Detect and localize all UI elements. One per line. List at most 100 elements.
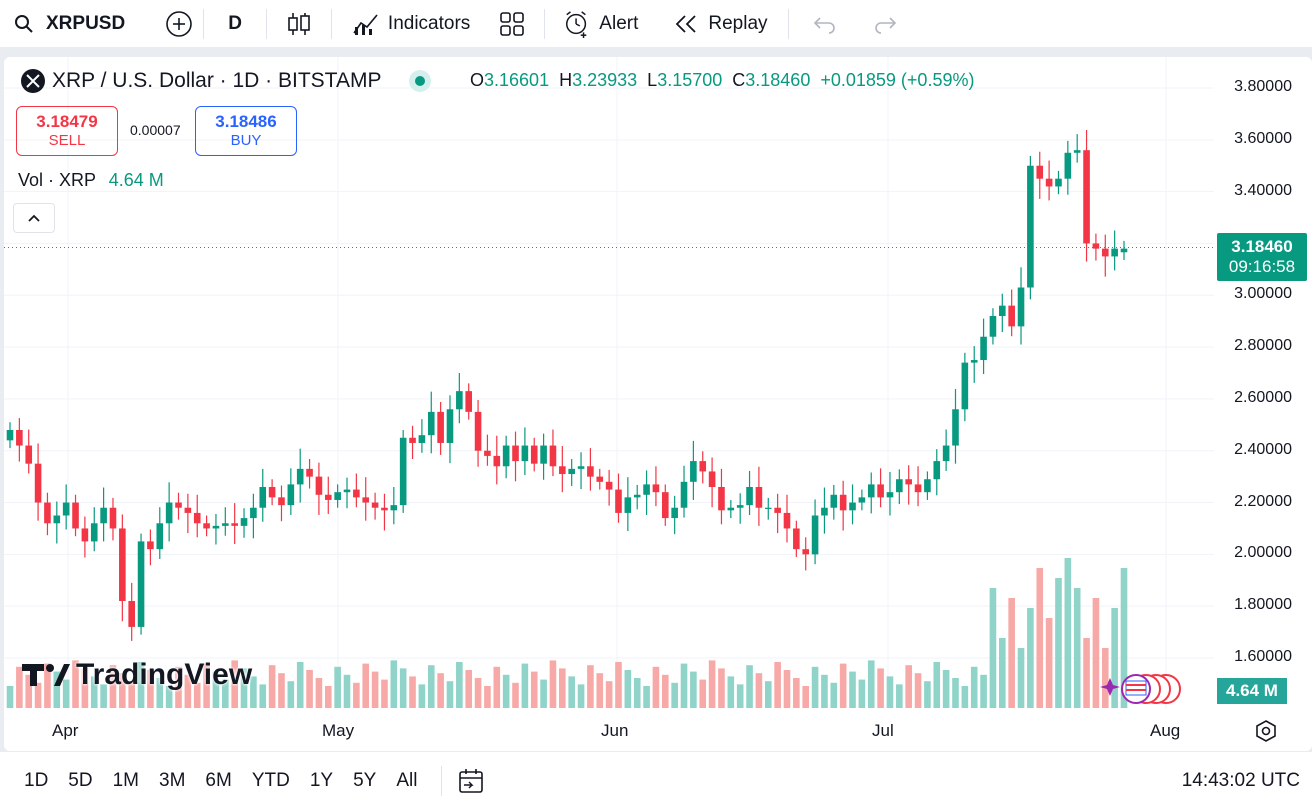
volume-bar (540, 679, 547, 708)
current-price-value: 3.18460 (1231, 237, 1293, 256)
replay-button[interactable]: Replay (648, 0, 777, 47)
toolbar-divider (441, 765, 443, 796)
volume-bar (287, 681, 295, 708)
candle-body (296, 468, 304, 485)
sell-button[interactable]: 3.18479 SELL (16, 106, 118, 156)
volume-bar (802, 686, 810, 708)
candle-body (1083, 150, 1090, 244)
add-circle-icon (165, 10, 193, 38)
volume-bar (718, 668, 725, 708)
candle-body (933, 461, 941, 480)
volume-bar (680, 663, 688, 708)
volume-bar (343, 674, 351, 708)
volume-bar (980, 674, 987, 708)
candle-body (119, 528, 126, 601)
candle-body (278, 497, 285, 506)
range-button-5y[interactable]: 5Y (353, 769, 377, 791)
volume-bar (530, 671, 538, 708)
candle-body (100, 507, 107, 524)
market-status-icon[interactable] (409, 70, 432, 92)
chart-legend-title: XRP / U.S. Dollar · 1D · BITSTAMP (20, 68, 432, 94)
range-button-1d[interactable]: 1D (24, 769, 49, 791)
templates-button[interactable] (480, 0, 544, 47)
toolbar-divider (203, 8, 205, 39)
chart-type-button[interactable] (267, 0, 331, 47)
undo-button[interactable] (789, 0, 849, 47)
chart-settings-button[interactable] (1254, 719, 1278, 743)
replay-label: Replay (708, 12, 768, 34)
compare-button[interactable] (135, 0, 203, 47)
candle-body (16, 430, 23, 446)
candle-body (596, 476, 604, 482)
candle-body (90, 523, 98, 542)
price-chart[interactable] (0, 57, 1312, 751)
symbol-search[interactable]: XRPUSD (0, 0, 135, 47)
range-button-ytd[interactable]: YTD (251, 769, 290, 791)
candle-body (371, 502, 379, 508)
candle-body (250, 507, 257, 519)
date-range-buttons: 1D 5D 1M 3M 6M YTD 1Y 5Y All (0, 770, 427, 792)
volume-bar (25, 674, 33, 708)
economic-events-icon (1100, 674, 1181, 704)
volume-bar (643, 686, 650, 708)
toolbar-divider (330, 8, 332, 39)
volume-bar (427, 665, 435, 708)
bottom-toolbar: 1D 5D 1M 3M 6M YTD 1Y 5Y All 14:43:02 UTC (0, 752, 1312, 809)
redo-button[interactable] (849, 0, 909, 47)
volume-bar (175, 666, 182, 708)
volume-bar (896, 684, 903, 708)
volume-bar (783, 670, 791, 708)
candle-body (128, 601, 135, 627)
volume-bar (90, 676, 98, 708)
events-icon-group[interactable] (1100, 672, 1190, 706)
range-button-6m[interactable]: 6M (205, 769, 232, 791)
indicators-button[interactable]: Indicators (332, 0, 480, 47)
interval-button[interactable]: D (204, 0, 266, 47)
volume-bar (34, 682, 42, 708)
candle-body (409, 437, 416, 443)
volume-bar (1064, 558, 1072, 708)
candle-body (418, 435, 426, 443)
volume-bar (16, 666, 23, 708)
alarm-clock-icon (563, 10, 591, 38)
volume-bar (446, 681, 454, 708)
volume-bar (727, 676, 735, 708)
volume-bar (306, 670, 313, 708)
alert-label: Alert (599, 12, 639, 34)
range-button-1y[interactable]: 1Y (309, 769, 334, 791)
range-button-3m[interactable]: 3M (159, 769, 186, 791)
volume-bar (1111, 608, 1118, 708)
range-button-all[interactable]: All (396, 769, 418, 791)
watermark-text: TradingView (76, 658, 253, 691)
range-button-5d[interactable]: 5D (68, 769, 93, 791)
volume-bar (259, 684, 267, 708)
candle-body (699, 461, 707, 472)
volume-bar (1101, 648, 1109, 708)
volume-bar (128, 681, 135, 708)
volume-bar (587, 665, 594, 708)
collapse-legend-button[interactable] (13, 203, 55, 233)
volume-bar (222, 679, 229, 708)
volume-bar (512, 682, 519, 708)
utc-clock[interactable]: 14:43:02 UTC (1181, 769, 1300, 791)
goto-date-button[interactable] (456, 766, 486, 796)
volume-bar (764, 681, 772, 708)
alert-button[interactable]: Alert (545, 0, 648, 47)
volume-bar (605, 681, 613, 708)
candle-body (1120, 248, 1128, 253)
candle-body (549, 445, 557, 467)
candle-body (718, 487, 725, 511)
symbol-label: XRPUSD (46, 12, 126, 34)
volume-bar (334, 666, 341, 708)
toolbar-divider (544, 8, 546, 39)
volume-value: 4.64 M (108, 170, 164, 190)
candle-body (999, 305, 1006, 316)
volume-bar (867, 660, 875, 708)
tradingview-logo-icon (22, 664, 70, 686)
indicators-icon (352, 10, 380, 38)
buy-button[interactable]: 3.18486 BUY (195, 106, 297, 156)
range-button-1m[interactable]: 1M (112, 769, 139, 791)
volume-bar (1017, 648, 1025, 708)
volume-legend: Vol · XRP 4.64 M (18, 170, 164, 191)
